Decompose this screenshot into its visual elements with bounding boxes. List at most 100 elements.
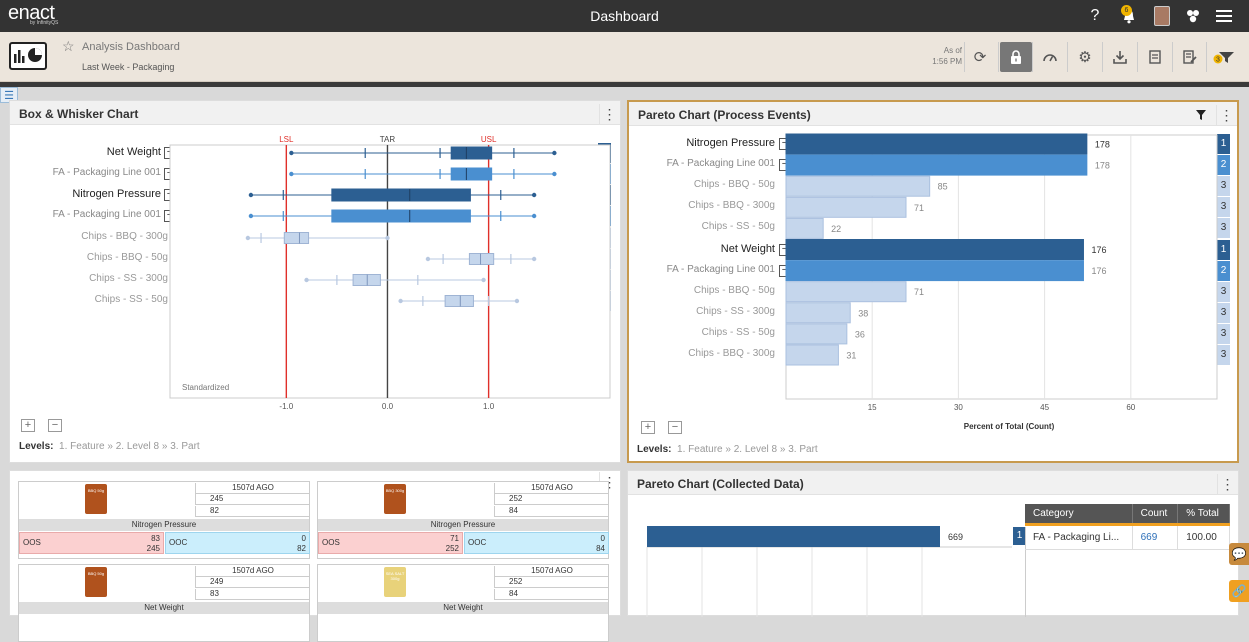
iqr-box[interactable]: [331, 188, 471, 202]
level-2-link[interactable]: 2. Level 8: [733, 444, 778, 455]
bar-value-label: 178: [1095, 161, 1110, 171]
link-icon[interactable]: 🔗: [1229, 580, 1249, 602]
box-whisker-row[interactable]: [425, 253, 537, 265]
pareto-bar[interactable]: [785, 323, 848, 345]
notification-badge: 6: [1121, 5, 1132, 16]
level-3-link[interactable]: 3. Part: [788, 444, 818, 455]
pareto-events-chart: 15 30 45 60 Percent of Total (Count) 178 178 85…: [785, 133, 1218, 431]
row-label: Chips - BBQ - 50g: [86, 252, 168, 263]
enact-logo[interactable]: enact: [8, 2, 55, 24]
summary-card[interactable]: SEA SALT 300g 1507d AGO 252 84 Net Weight: [317, 564, 609, 642]
box-whisker-row[interactable]: [289, 167, 557, 181]
expand-all-icon[interactable]: +: [21, 419, 35, 432]
level-1-link[interactable]: 1. Feature: [59, 441, 105, 452]
avatar[interactable]: [1153, 5, 1171, 27]
kebab-menu-icon[interactable]: ⋮: [599, 104, 619, 124]
pareto-bar[interactable]: [785, 302, 851, 324]
pareto-bar[interactable]: [785, 239, 1084, 260]
pareto-bar[interactable]: [785, 281, 907, 303]
summary-card[interactable]: BBQ 50g 1507d AGO 245 82 Nitrogen Pressure OO…: [18, 481, 310, 559]
iqr-box[interactable]: [450, 146, 493, 160]
pareto-collected-panel: Pareto Chart (Collected Data) ⋮ 669 1 Ca…: [627, 470, 1239, 617]
box-whisker-row[interactable]: [398, 295, 520, 307]
collected-bar[interactable]: [647, 526, 940, 547]
logo-subtitle: by InfinityQS: [30, 20, 59, 26]
favorite-star-icon[interactable]: ☆: [62, 38, 75, 54]
plot-area: [169, 144, 611, 399]
pareto-bar[interactable]: [785, 344, 839, 366]
oos-count: 83: [151, 534, 160, 543]
collected-data-table: Category Count% Total FA - Packaging Li..…: [1025, 504, 1230, 550]
levels-label: Levels:: [637, 444, 672, 455]
pareto-bar[interactable]: [785, 154, 1088, 176]
lock-icon[interactable]: [1000, 42, 1032, 72]
level-3-link[interactable]: 3. Part: [170, 441, 200, 452]
row-label: Net Weight: [720, 242, 775, 255]
row-label: FA - Packaging Line 001: [52, 209, 161, 220]
iqr-box[interactable]: [444, 295, 474, 307]
pareto-bar[interactable]: [785, 175, 931, 197]
expand-all-icon[interactable]: +: [641, 421, 655, 434]
column-header[interactable]: % Total: [1177, 504, 1230, 526]
levels-breadcrumb: Levels: 1. Feature » 2. Level 8 » 3. Par…: [637, 444, 818, 455]
iqr-box[interactable]: [283, 232, 310, 244]
column-header[interactable]: Category: [1025, 504, 1133, 526]
level-1-link[interactable]: 1. Feature: [677, 444, 723, 455]
feature-name: Nitrogen Pressure: [318, 519, 608, 531]
box-whisker-row[interactable]: [289, 146, 557, 160]
oos-box[interactable]: OOS 71 252: [318, 532, 463, 554]
oos-box[interactable]: OOS 83 245: [19, 532, 164, 554]
kebab-menu-icon[interactable]: ⋮: [1217, 474, 1237, 494]
whisker-max-point: [552, 171, 557, 177]
whisker-max-point: [531, 256, 537, 262]
bar-value-label: 38: [858, 308, 868, 318]
level-2-link[interactable]: 2. Level 8: [115, 441, 160, 452]
row-label: Chips - BBQ - 300g: [688, 348, 775, 359]
box-whisker-row[interactable]: [304, 274, 486, 286]
ooc-box[interactable]: OOC 0 84: [464, 532, 609, 554]
ooc-total: 84: [596, 544, 605, 553]
gauge-icon[interactable]: [1034, 42, 1066, 72]
levels-breadcrumb: Levels: 1. Feature » 2. Level 8 » 3. Par…: [19, 441, 200, 452]
chat-icon[interactable]: 💬: [1229, 543, 1249, 565]
download-icon[interactable]: [1104, 42, 1136, 72]
ooc-box[interactable]: OOC 0 82: [165, 532, 310, 554]
iqr-box[interactable]: [352, 274, 381, 286]
kebab-menu-icon[interactable]: ⋮: [1216, 105, 1236, 125]
summary-card[interactable]: BBQ 300g 1507d AGO 252 84 Nitrogen Pressure O…: [317, 481, 609, 559]
filter-status-icon[interactable]: 3: [1208, 42, 1240, 72]
subgroup-count: 83: [195, 589, 310, 600]
gear-icon[interactable]: ⚙: [1078, 49, 1092, 66]
pareto-bar[interactable]: [785, 217, 824, 239]
box-whisker-row[interactable]: [248, 209, 537, 223]
iqr-box[interactable]: [468, 253, 495, 265]
hamburger-icon[interactable]: [1214, 5, 1234, 27]
table-row[interactable]: FA - Packaging Li... 669 100.00: [1025, 524, 1230, 550]
iqr-box[interactable]: [331, 209, 471, 223]
iqr-box[interactable]: [450, 167, 493, 181]
collapse-all-icon[interactable]: −: [48, 419, 62, 432]
column-header[interactable]: Count: [1132, 504, 1179, 526]
oos-total: 252: [445, 544, 459, 553]
sample-count: 252: [494, 494, 609, 505]
help-icon[interactable]: ?: [1090, 7, 1100, 24]
report-icon[interactable]: [1139, 42, 1171, 72]
panel-title: Pareto Chart (Process Events): [638, 108, 811, 122]
summary-card[interactable]: BBQ 50g 1507d AGO 249 83 Net Weight: [18, 564, 310, 642]
pareto-bar[interactable]: [785, 133, 1088, 155]
bag-label: SEA SALT 300g: [385, 571, 405, 581]
row-label: FA - Packaging Line 001: [666, 263, 775, 275]
refresh-icon[interactable]: ⟳: [973, 49, 987, 66]
filter-icon[interactable]: [1191, 105, 1211, 125]
box-whisker-row[interactable]: [248, 188, 537, 202]
pareto-bar[interactable]: [785, 260, 1084, 282]
pareto-bar[interactable]: [785, 196, 907, 218]
sidebar-toggle-icon[interactable]: ☰: [0, 87, 18, 103]
product-image: SEA SALT 300g: [384, 567, 406, 597]
page-title: Dashboard: [590, 8, 659, 24]
apps-icon[interactable]: [1184, 5, 1202, 27]
box-whisker-row[interactable]: [245, 232, 390, 244]
edit-report-icon[interactable]: [1174, 42, 1206, 72]
collapse-all-icon[interactable]: −: [668, 421, 682, 434]
row-label: Chips - BBQ - 50g: [693, 284, 775, 296]
